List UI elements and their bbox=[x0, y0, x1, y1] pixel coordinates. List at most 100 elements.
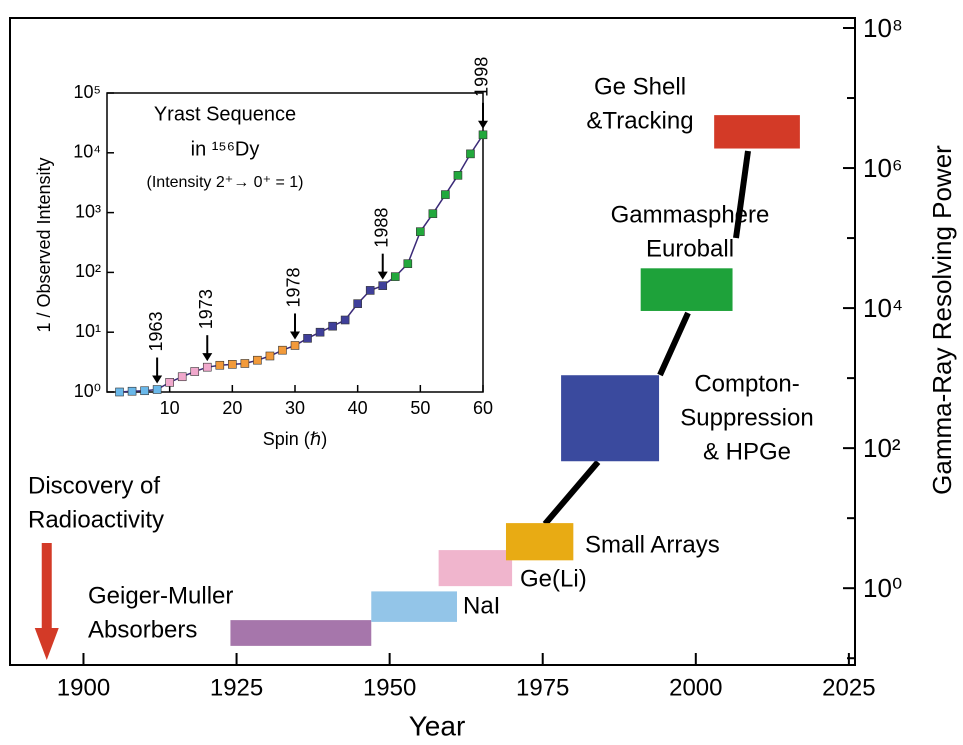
connector bbox=[542, 460, 601, 526]
x-tick-label: 50 bbox=[410, 398, 430, 418]
era-label: Compton- bbox=[694, 370, 799, 397]
point bbox=[115, 387, 124, 397]
inset-title: in ¹⁵⁶Dy bbox=[191, 138, 260, 160]
point bbox=[453, 171, 463, 180]
point bbox=[253, 355, 262, 365]
y-tick-label: 10¹ bbox=[75, 321, 101, 341]
annotation-text: 1998 bbox=[472, 57, 492, 97]
era-label: Gammasphere bbox=[611, 201, 770, 228]
y-tick-label: 10⁴ bbox=[863, 293, 903, 323]
x-axis-title: Year bbox=[409, 710, 466, 741]
inset-title: Yrast Sequence bbox=[154, 103, 296, 125]
point bbox=[328, 321, 337, 331]
x-tick-label: 10 bbox=[160, 398, 180, 418]
y-tick-label: 10⁰ bbox=[863, 573, 902, 603]
inset-y-title: 1 / Observed Intensity bbox=[34, 157, 54, 332]
connector bbox=[657, 311, 691, 377]
point bbox=[403, 259, 413, 268]
x-tick-label: 1950 bbox=[363, 674, 416, 701]
point bbox=[315, 327, 325, 337]
series-line bbox=[119, 388, 158, 393]
x-tick-label: 1925 bbox=[210, 674, 263, 701]
annotation-text: 1978 bbox=[284, 267, 304, 307]
era-box bbox=[438, 550, 513, 587]
point bbox=[290, 341, 300, 350]
point bbox=[378, 281, 388, 290]
y-axis-title: Gamma-Ray Resolving Power bbox=[927, 145, 957, 495]
inset-x-title: Spin (ℏ) bbox=[263, 429, 327, 449]
y-tick-label: 10⁵ bbox=[74, 82, 101, 102]
point bbox=[240, 359, 250, 368]
annotation-text: 1988 bbox=[371, 208, 391, 248]
point bbox=[353, 299, 362, 308]
point bbox=[441, 190, 450, 199]
era-label: Ge(Li) bbox=[520, 565, 587, 592]
era-label: &Tracking bbox=[586, 107, 693, 134]
point bbox=[190, 367, 200, 376]
era-box bbox=[640, 268, 733, 311]
era-label: Geiger-Muller bbox=[88, 582, 233, 609]
annotation-text: 1963 bbox=[146, 312, 166, 352]
plot-frame bbox=[9, 17, 856, 666]
y-tick-label: 10² bbox=[863, 433, 901, 463]
y-tick-label: 10⁸ bbox=[863, 13, 903, 43]
annotation-arrowhead bbox=[377, 271, 388, 280]
point bbox=[215, 360, 225, 370]
y-tick-label: 10³ bbox=[75, 201, 101, 221]
annotation-arrowhead bbox=[34, 628, 59, 660]
x-tick-label: 1975 bbox=[516, 674, 569, 701]
point bbox=[140, 386, 149, 396]
era-label: & HPGe bbox=[703, 438, 791, 465]
era-label: Absorbers bbox=[88, 616, 197, 643]
y-tick-label: 10⁰ bbox=[74, 381, 101, 401]
point bbox=[127, 386, 137, 396]
era-box bbox=[714, 115, 800, 149]
annotation-arrowhead bbox=[290, 331, 300, 340]
point bbox=[303, 334, 312, 343]
x-tick-label: 2025 bbox=[822, 674, 875, 701]
point bbox=[152, 385, 162, 394]
x-tick-label: 1900 bbox=[57, 674, 110, 701]
point bbox=[202, 362, 212, 372]
era-label: Suppression bbox=[680, 404, 813, 431]
era-label: Euroball bbox=[646, 235, 734, 262]
point bbox=[365, 286, 375, 295]
annotation-text: 1973 bbox=[196, 289, 216, 329]
era-label: NaI bbox=[463, 592, 500, 619]
era-label: Small Arrays bbox=[585, 531, 720, 558]
era-box bbox=[230, 620, 372, 646]
inset-title: (Intensity 2⁺→ 0⁺ = 1) bbox=[147, 174, 304, 191]
point bbox=[428, 209, 438, 218]
point bbox=[390, 272, 400, 281]
annotation-text: Radioactivity bbox=[28, 506, 164, 533]
point bbox=[265, 351, 275, 361]
connectors bbox=[542, 150, 751, 526]
y-tick-label: 10⁴ bbox=[73, 142, 101, 162]
x-tick-label: 20 bbox=[222, 398, 242, 418]
point bbox=[416, 227, 425, 236]
point bbox=[228, 360, 237, 369]
y-tick-label: 10⁶ bbox=[863, 153, 903, 183]
point bbox=[466, 149, 475, 159]
era-box bbox=[505, 523, 574, 561]
connector bbox=[733, 150, 751, 239]
point bbox=[165, 378, 174, 387]
annotation-text: Discovery of bbox=[28, 472, 160, 499]
annotation-arrowhead bbox=[202, 353, 213, 362]
x-tick-label: 30 bbox=[285, 398, 305, 418]
series-line bbox=[169, 366, 208, 384]
point bbox=[177, 372, 187, 382]
annotation-arrowhead bbox=[152, 375, 163, 384]
x-tick-label: 60 bbox=[473, 398, 493, 418]
y-tick-label: 10² bbox=[75, 261, 101, 281]
point bbox=[278, 345, 287, 355]
era-box bbox=[371, 591, 457, 622]
point bbox=[340, 315, 350, 325]
point bbox=[478, 130, 488, 140]
annotation-arrowhead bbox=[478, 120, 488, 129]
era-label: Ge Shell bbox=[594, 73, 686, 100]
x-tick-label: 2000 bbox=[669, 674, 722, 701]
x-tick-label: 40 bbox=[348, 398, 368, 418]
